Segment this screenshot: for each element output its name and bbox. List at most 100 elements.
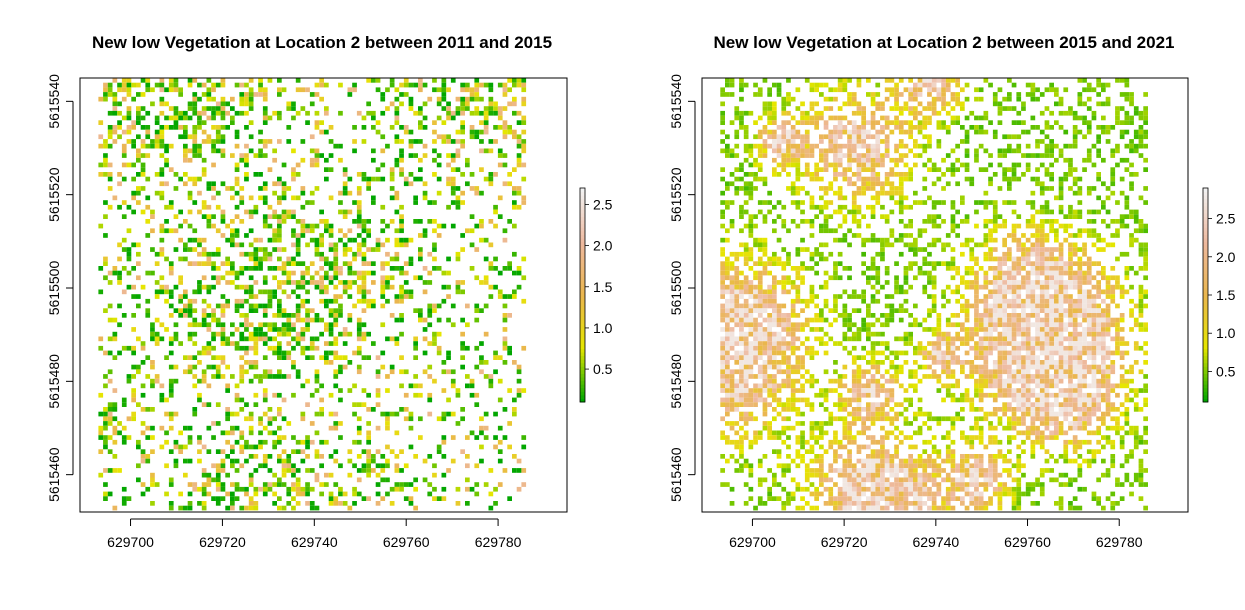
raster-cell (460, 96, 465, 102)
raster-cell (997, 270, 1003, 276)
raster-cell (974, 322, 979, 328)
raster-cell (333, 308, 339, 313)
raster-cell (300, 87, 306, 93)
raster-cell (98, 120, 104, 125)
raster-cell (319, 491, 324, 497)
raster-cell (720, 280, 725, 285)
raster-cell (800, 327, 805, 332)
colorbar-segment (580, 284, 585, 289)
raster-cell (1058, 247, 1064, 252)
raster-cell (512, 407, 517, 412)
raster-cell (772, 303, 777, 309)
raster-cell (795, 172, 801, 177)
raster-cell (441, 486, 447, 492)
raster-cell (502, 106, 508, 111)
raster-cell (757, 298, 763, 304)
colorbar-segment (580, 362, 585, 367)
raster-cell (291, 505, 296, 511)
raster-cell (875, 190, 881, 196)
raster-cell (913, 251, 918, 257)
raster-cell (870, 167, 876, 172)
raster-cell (772, 280, 777, 285)
raster-cell (352, 87, 357, 93)
raster-cell (1115, 148, 1120, 154)
raster-cell (98, 172, 104, 177)
raster-cell (1039, 261, 1045, 266)
raster-cell (1063, 87, 1069, 93)
raster-cell (964, 327, 970, 332)
raster-cell (757, 284, 763, 290)
raster-cell (192, 143, 198, 149)
raster-cell (422, 477, 428, 483)
raster-cell (1110, 284, 1116, 290)
raster-cell (1063, 176, 1069, 182)
raster-cell (748, 294, 754, 299)
raster-cell (1049, 153, 1054, 158)
raster-cell (455, 167, 461, 172)
raster-cell (521, 82, 527, 88)
raster-cell (842, 233, 848, 238)
raster-cell (842, 129, 848, 135)
raster-cell (408, 261, 414, 266)
raster-cell (720, 294, 725, 299)
raster-cell (220, 82, 226, 88)
raster-cell (291, 364, 296, 370)
raster-cell (300, 449, 306, 454)
raster-cell (889, 181, 895, 187)
raster-cell (889, 87, 895, 93)
raster-cell (455, 486, 461, 492)
raster-cell (1068, 322, 1073, 328)
raster-cell (1025, 298, 1031, 304)
raster-cell (814, 327, 819, 332)
raster-cell (997, 331, 1003, 337)
raster-cell (1030, 289, 1036, 295)
raster-cell (1002, 298, 1007, 304)
raster-cell (258, 430, 263, 436)
raster-cell (385, 106, 390, 111)
raster-cell (300, 411, 306, 417)
raster-cell (1058, 256, 1064, 262)
raster-cell (150, 101, 155, 107)
raster-cell (1002, 289, 1007, 295)
raster-cell (281, 289, 287, 295)
raster-cell (988, 303, 993, 309)
raster-cell (338, 110, 343, 116)
raster-cell (898, 120, 904, 125)
raster-cell (483, 435, 489, 440)
raster-cell (413, 383, 418, 389)
raster-cell (884, 317, 890, 323)
raster-cell (753, 172, 758, 177)
raster-cell (258, 78, 263, 83)
raster-cell (729, 219, 735, 224)
raster-cell (366, 463, 371, 469)
raster-cell (870, 157, 876, 163)
raster-cell (187, 209, 193, 215)
raster-cell (974, 256, 979, 262)
raster-cell (1124, 275, 1130, 281)
raster-cell (145, 78, 151, 83)
raster-cell (361, 280, 367, 285)
raster-cell (126, 435, 132, 440)
raster-cell (908, 125, 913, 130)
raster-cell (239, 355, 245, 360)
raster-cell (1039, 228, 1045, 234)
raster-cell (244, 153, 249, 158)
raster-cell (239, 444, 245, 450)
raster-cell (1054, 303, 1059, 309)
raster-cell (983, 322, 989, 328)
colorbar-tick-label: 2.5 (593, 196, 613, 212)
raster-cell (291, 167, 296, 172)
colorbar-segment (580, 230, 585, 235)
raster-cell (479, 369, 484, 375)
raster-cell (225, 439, 230, 445)
colorbar-segment (580, 302, 585, 307)
raster-cell (305, 242, 310, 248)
raster-cell (729, 308, 735, 313)
raster-cell (992, 327, 998, 332)
raster-cell (117, 280, 122, 285)
raster-cell (1068, 266, 1073, 271)
raster-cell (277, 477, 282, 483)
raster-cell (1035, 331, 1040, 337)
raster-cell (356, 491, 362, 497)
raster-cell (225, 430, 230, 436)
